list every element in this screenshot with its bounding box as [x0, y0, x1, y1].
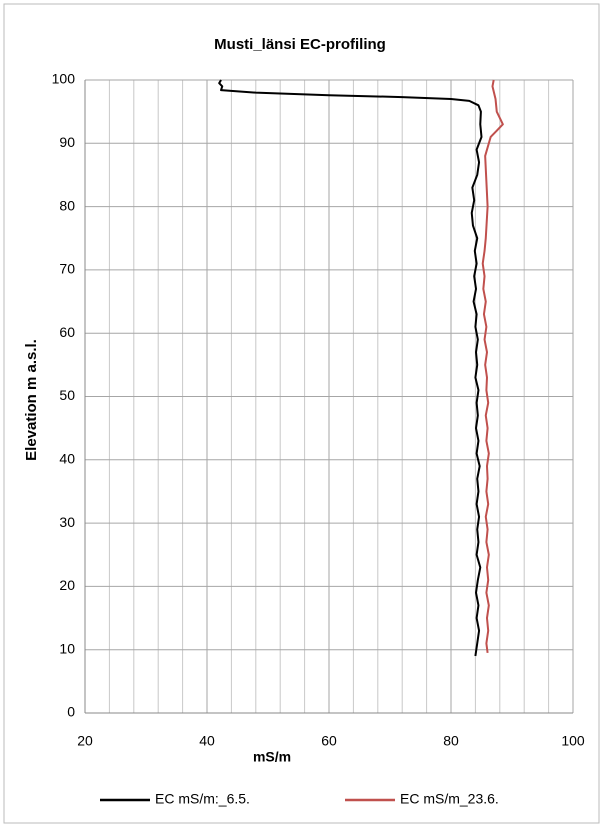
legend-label: EC mS/m:_6.5. [155, 791, 250, 807]
chart-border [3, 3, 600, 824]
y-tick-label: 20 [59, 577, 75, 593]
chart-title: Musti_länsi EC-profiling [214, 36, 386, 53]
y-tick-label: 70 [59, 261, 75, 277]
x-tick-label: 60 [321, 733, 337, 749]
legend-label: EC mS/m_23.6. [400, 791, 499, 807]
y-tick-label: 0 [67, 704, 75, 720]
y-tick-label: 90 [59, 134, 75, 150]
y-axis-label: Elevation m a.s.l. [23, 339, 40, 461]
y-tick-label: 100 [52, 71, 76, 87]
x-tick-label: 20 [77, 733, 93, 749]
x-tick-label: 80 [443, 733, 459, 749]
x-tick-label: 100 [561, 733, 585, 749]
y-tick-label: 40 [59, 451, 75, 467]
y-tick-label: 30 [59, 514, 75, 530]
series-line [218, 79, 483, 657]
series-line [481, 79, 504, 653]
y-tick-label: 80 [59, 197, 75, 213]
x-tick-label: 40 [199, 733, 215, 749]
y-tick-label: 10 [59, 640, 75, 656]
x-axis-label: mS/m [253, 749, 291, 765]
y-tick-label: 50 [59, 387, 75, 403]
y-tick-label: 60 [59, 324, 75, 340]
